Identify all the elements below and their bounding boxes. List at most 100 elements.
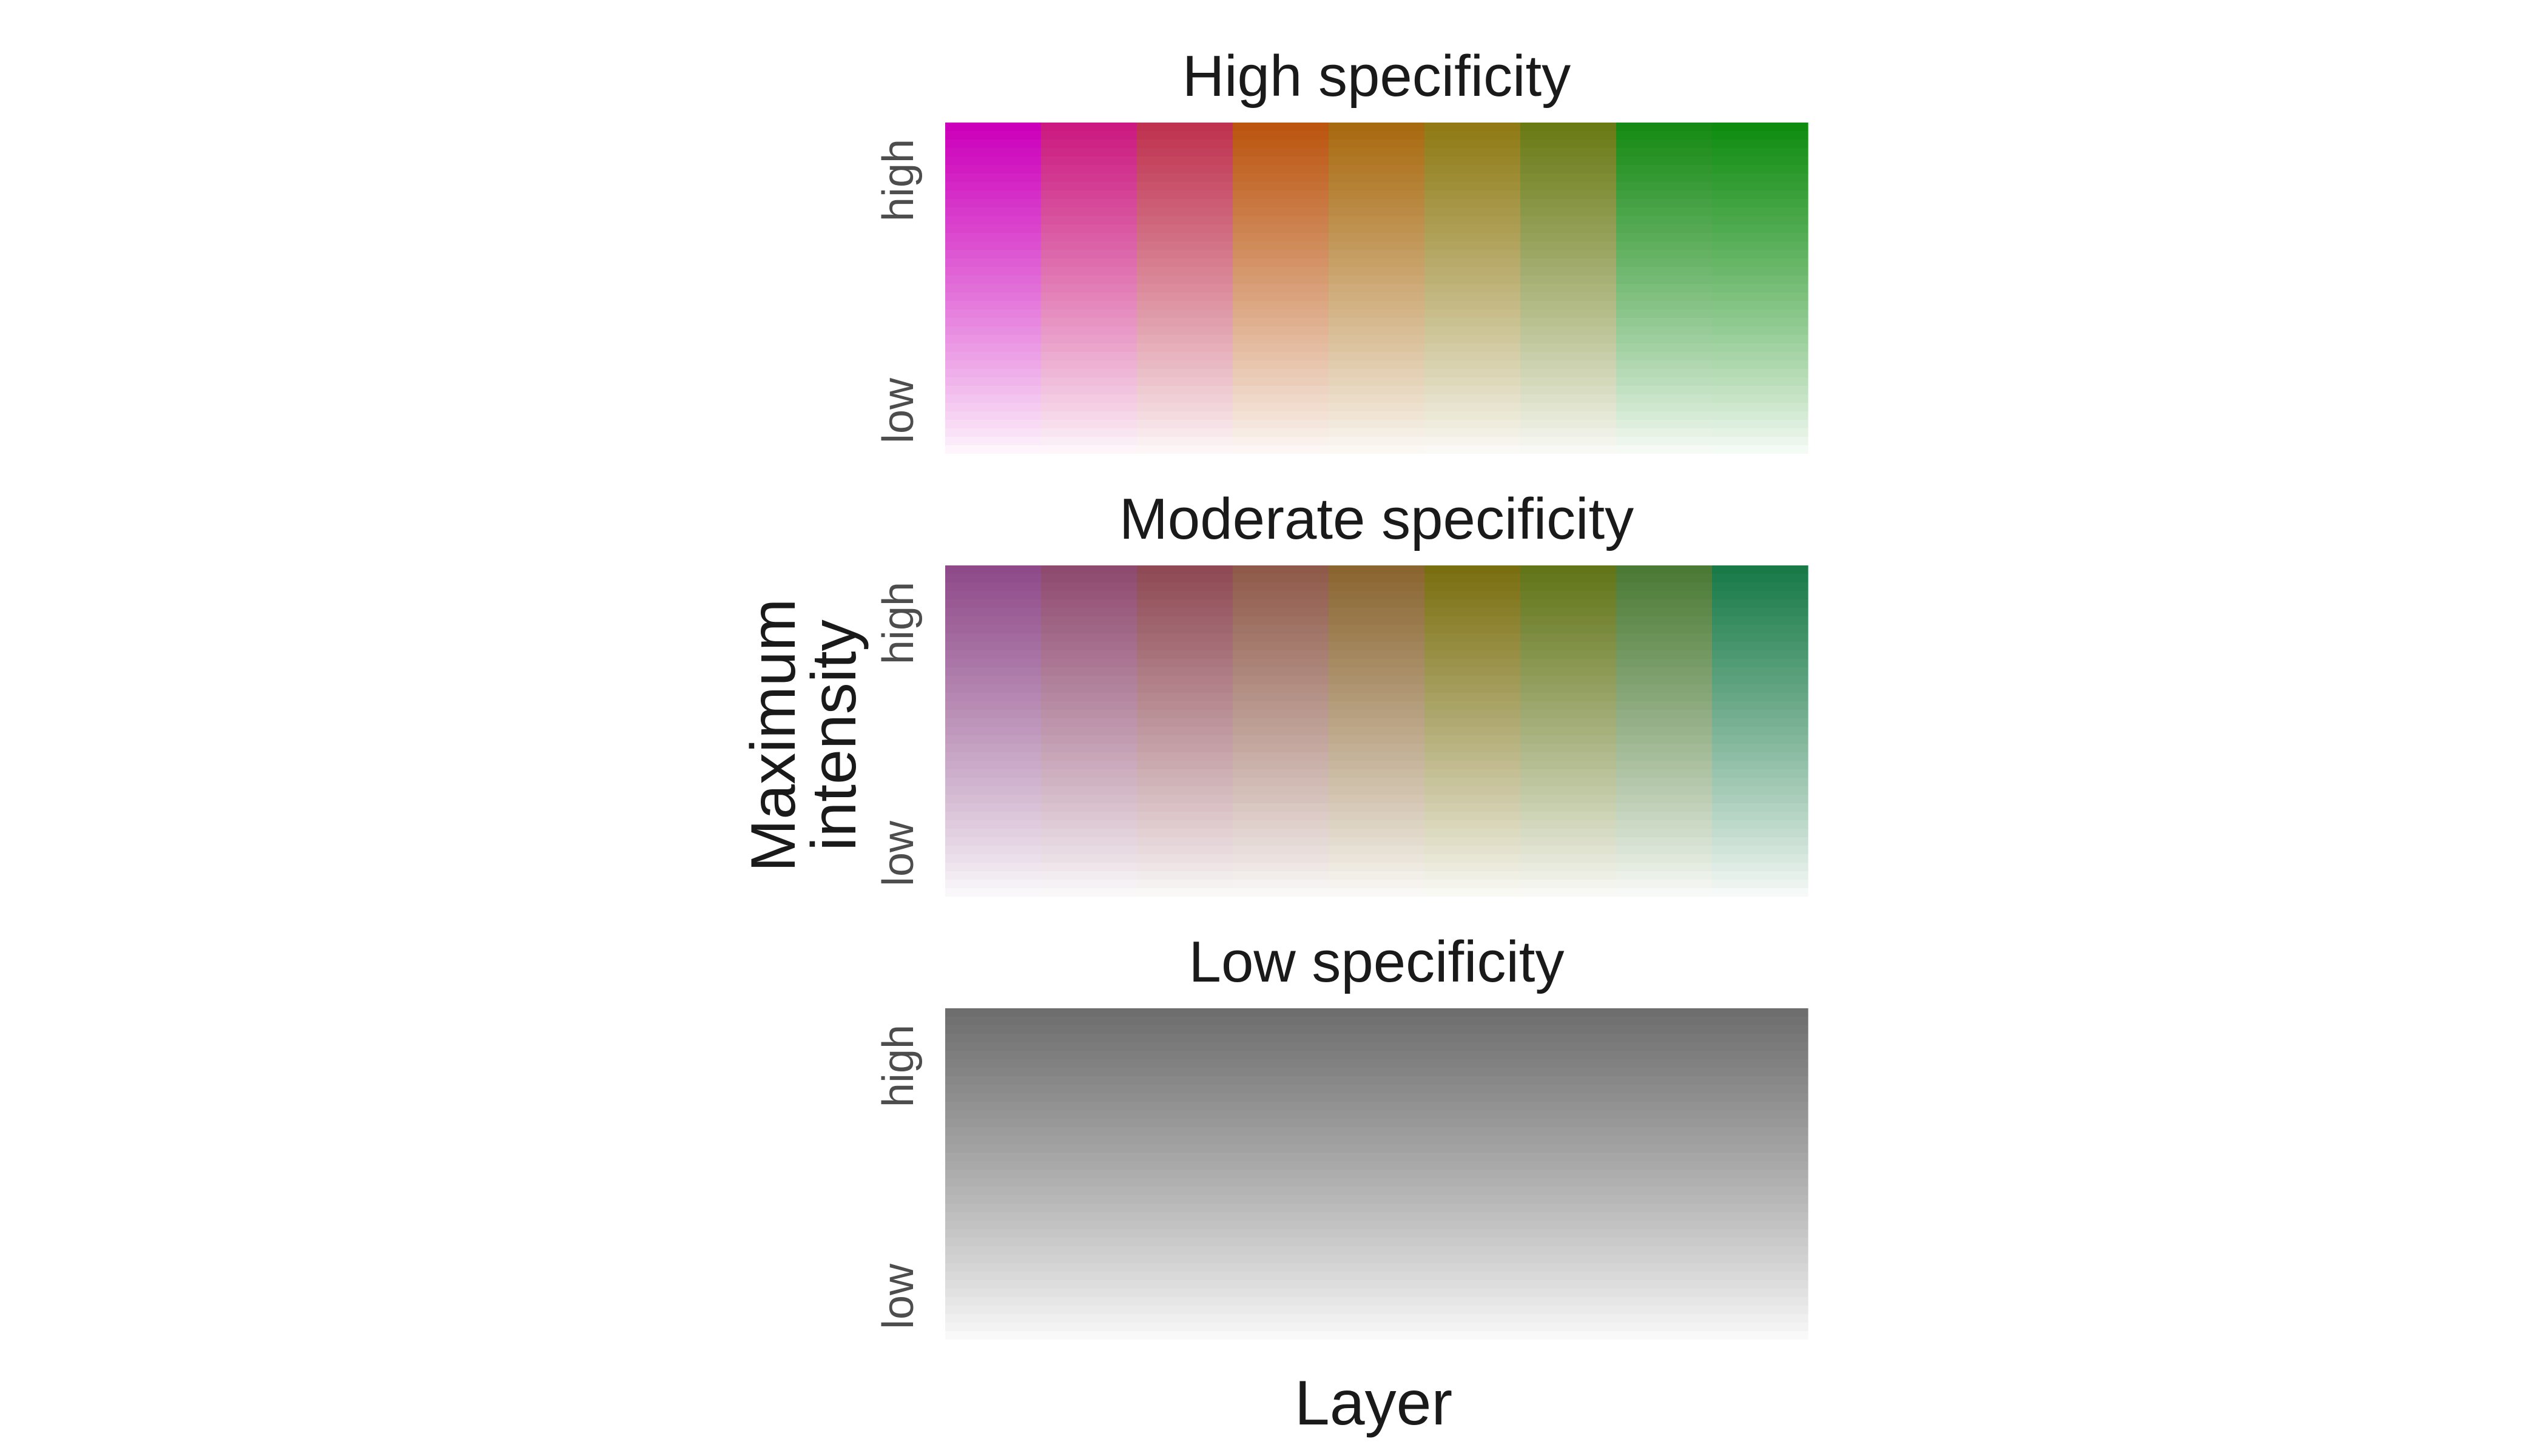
heatmap-cell — [1520, 701, 1617, 710]
heatmap-cell — [1520, 1323, 1617, 1332]
heatmap-cell — [1616, 174, 1713, 183]
heatmap-cell — [1424, 1280, 1521, 1289]
heatmap-cell — [1712, 1034, 1808, 1043]
heatmap-cell — [1520, 1306, 1617, 1315]
heatmap-cell — [1137, 165, 1233, 174]
heatmap-cell — [1329, 343, 1425, 352]
heatmap-cell — [1712, 360, 1808, 369]
heatmap-cell — [945, 1076, 1042, 1085]
heatmap-cell — [945, 803, 1042, 812]
heatmap-cell — [1137, 1178, 1233, 1187]
heatmap-cell — [1137, 1280, 1233, 1289]
heatmap-cell — [1424, 386, 1521, 395]
heatmap-cell — [1233, 428, 1329, 437]
heatmap-cell — [1616, 267, 1713, 276]
heatmap-cell — [1712, 199, 1808, 208]
heatmap-cell — [1041, 897, 1138, 906]
heatmap-cell — [1616, 386, 1713, 395]
heatmap-cell — [1329, 1204, 1425, 1213]
heatmap-cell — [1233, 1340, 1329, 1349]
heatmap-cell — [1137, 1093, 1233, 1102]
heatmap-cell — [1520, 140, 1617, 149]
heatmap-cell — [1329, 250, 1425, 259]
heatmap-cell — [1233, 454, 1329, 463]
heatmap-cell — [1520, 377, 1617, 386]
heatmap-cell — [1520, 778, 1617, 787]
heatmap-cell — [1137, 676, 1233, 685]
heatmap-cell — [1329, 769, 1425, 778]
heatmap-cell — [1424, 718, 1521, 727]
heatmap-cell — [945, 744, 1042, 753]
heatmap-cell — [1616, 1306, 1713, 1315]
heatmap-cell — [1233, 778, 1329, 787]
heatmap-cell — [1616, 761, 1713, 770]
heatmap-cell — [1520, 1153, 1617, 1162]
heatmap-cell — [945, 275, 1042, 285]
heatmap-cell — [1520, 1340, 1617, 1349]
y-axis-title-line-1: Maximum — [738, 599, 809, 872]
heatmap-cell — [1424, 224, 1521, 234]
heatmap-cell — [1137, 1059, 1233, 1068]
heatmap-cell — [1137, 386, 1233, 395]
heatmap-cell — [1233, 1042, 1329, 1051]
heatmap-cell — [1137, 428, 1233, 437]
heatmap-cell — [945, 148, 1042, 157]
heatmap-cell — [945, 123, 1042, 132]
heatmap-cell — [1137, 1102, 1233, 1111]
heatmap-cell — [1329, 761, 1425, 770]
heatmap-cell — [1233, 1246, 1329, 1255]
heatmap-cell — [1712, 454, 1808, 463]
heatmap-cell — [1137, 778, 1233, 787]
heatmap-cell — [1137, 591, 1233, 600]
heatmap-cell — [1616, 301, 1713, 310]
heatmap-cell — [1233, 1085, 1329, 1094]
heatmap-cell — [1424, 233, 1521, 242]
heatmap-cell — [1520, 1187, 1617, 1196]
heatmap-cell — [1520, 837, 1617, 846]
heatmap-cell — [1424, 650, 1521, 659]
heatmap-cell — [1137, 275, 1233, 285]
heatmap-cell — [1329, 803, 1425, 812]
heatmap-cell — [945, 727, 1042, 736]
heatmap-cell — [1616, 863, 1713, 872]
layer-column-3 — [1137, 565, 1233, 906]
heatmap-cell — [1137, 326, 1233, 335]
heatmap-cell — [1041, 871, 1138, 880]
heatmap-cell — [1424, 1306, 1521, 1315]
heatmap-cell — [945, 871, 1042, 880]
heatmap-cell — [1424, 863, 1521, 872]
heatmap-cell — [1137, 1068, 1233, 1077]
heatmap-cell — [1041, 309, 1138, 318]
heatmap-cell — [1041, 394, 1138, 403]
heatmap-cell — [1137, 1110, 1233, 1119]
heatmap-cell — [1233, 854, 1329, 863]
heatmap-cell — [945, 1170, 1042, 1179]
heatmap-cell — [1041, 352, 1138, 361]
heatmap-cell — [1424, 693, 1521, 702]
heatmap-cell — [1520, 1076, 1617, 1085]
heatmap-cell — [1424, 684, 1521, 693]
heatmap-cell — [1329, 693, 1425, 702]
heatmap-cell — [1520, 207, 1617, 217]
heatmap-cell — [1424, 769, 1521, 778]
heatmap-cell — [945, 199, 1042, 208]
heatmap-cell — [1233, 1051, 1329, 1060]
heatmap-cell — [1616, 871, 1713, 880]
heatmap-cell — [1041, 1306, 1138, 1315]
heatmap-cell — [1329, 1034, 1425, 1043]
heatmap-cell — [1616, 258, 1713, 268]
heatmap-cell — [1520, 411, 1617, 420]
heatmap-cell — [1329, 258, 1425, 268]
heatmap-cell — [1616, 1323, 1713, 1332]
heatmap-cell — [1520, 735, 1617, 744]
heatmap-cell — [1233, 1187, 1329, 1196]
heatmap-cell — [1520, 625, 1617, 634]
heatmap-cell — [1712, 123, 1808, 132]
heatmap-cell — [1616, 207, 1713, 217]
heatmap-cell — [1329, 420, 1425, 429]
heatmap-cell — [945, 863, 1042, 872]
heatmap-cell — [1137, 829, 1233, 838]
heatmap-cell — [1233, 786, 1329, 795]
heatmap-cell — [1137, 207, 1233, 217]
heatmap-cell — [945, 1280, 1042, 1289]
